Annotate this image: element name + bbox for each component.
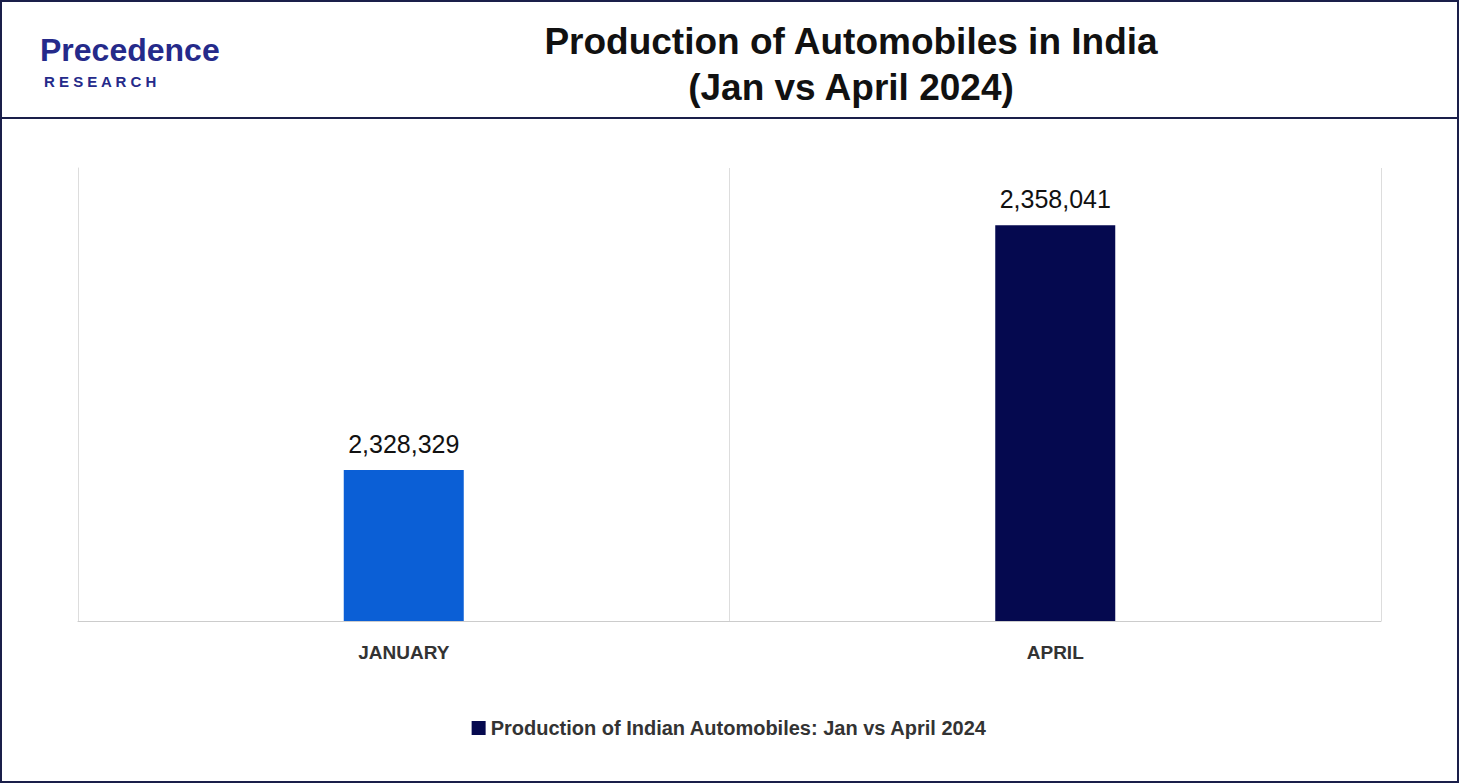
svg-text:Precedence: Precedence xyxy=(40,32,220,68)
svg-text:Production of Indian Automobil: Production of Indian Automobiles: Jan vs… xyxy=(491,717,987,739)
svg-text:JANUARY: JANUARY xyxy=(358,642,449,663)
svg-text:R E S E A R C H: R E S E A R C H xyxy=(44,73,156,90)
svg-text:2,358,041: 2,358,041 xyxy=(1000,185,1111,213)
svg-text:Production of Automobiles in I: Production of Automobiles in India xyxy=(544,21,1158,62)
svg-text:2,328,329: 2,328,329 xyxy=(348,430,459,458)
svg-text:APRIL: APRIL xyxy=(1027,642,1084,663)
svg-text:(Jan vs April 2024): (Jan vs April 2024) xyxy=(688,67,1014,108)
